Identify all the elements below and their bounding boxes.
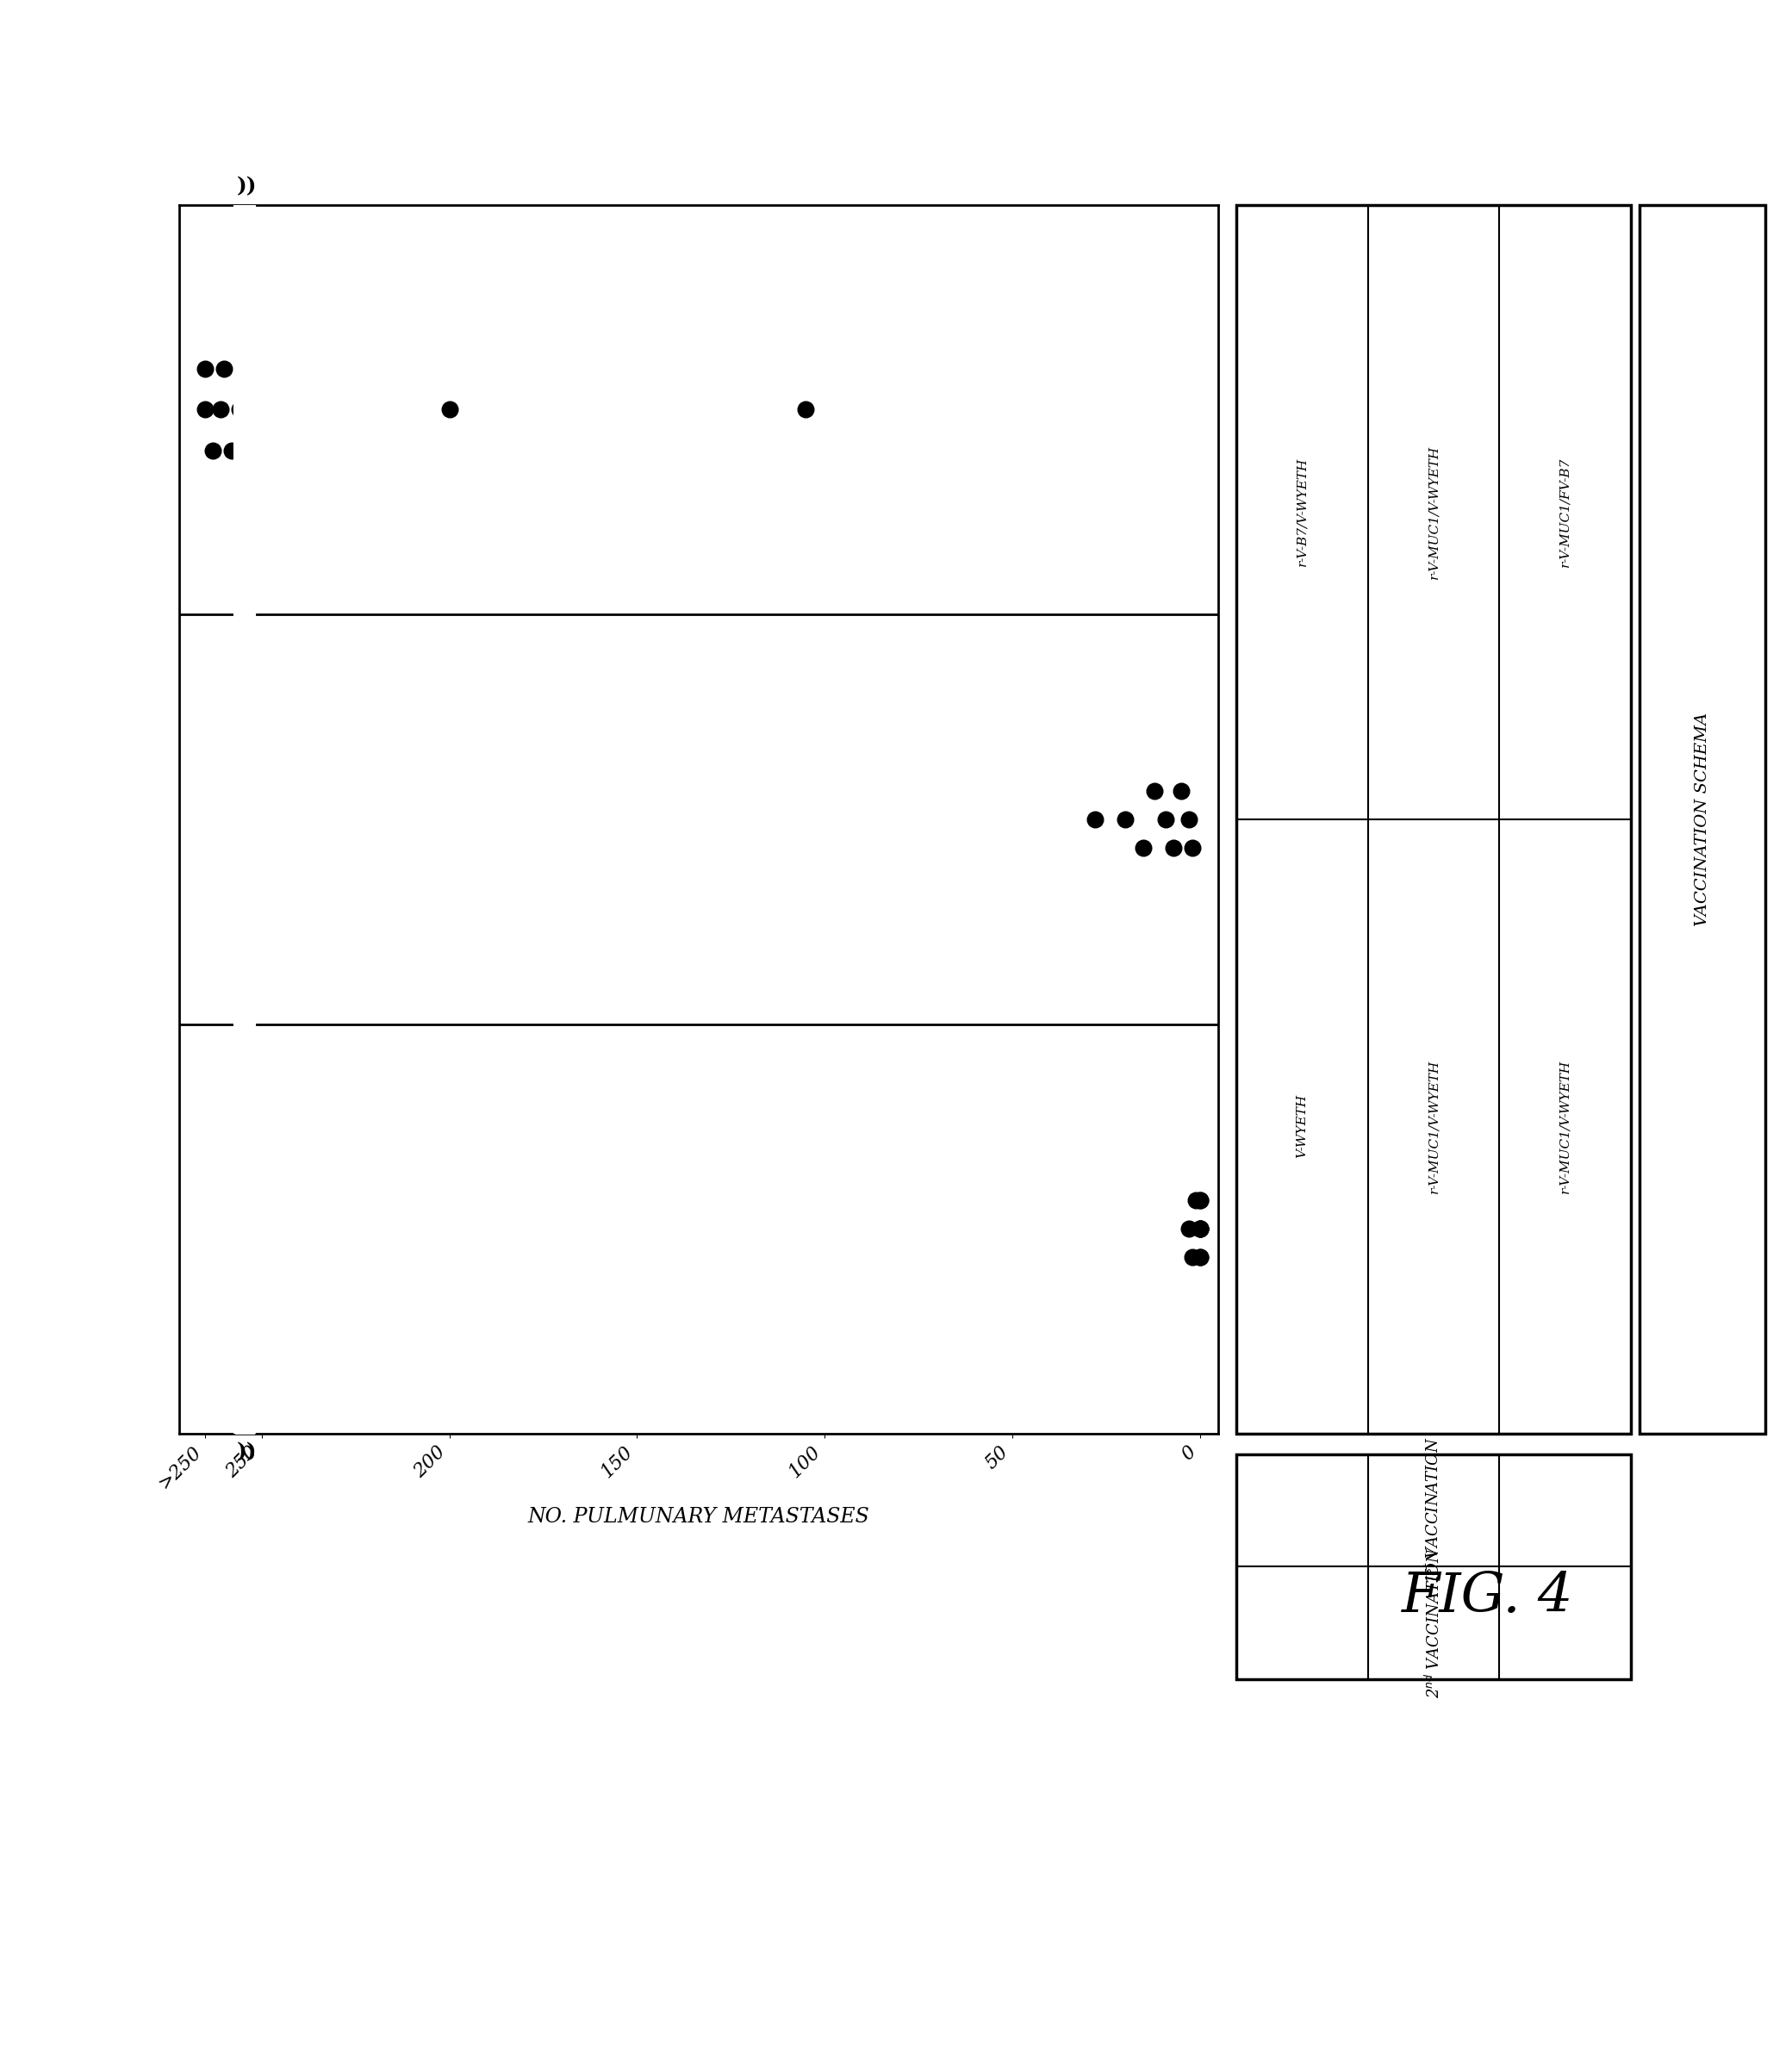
X-axis label: NO. PULMUNARY METASTASES: NO. PULMUNARY METASTASES [529,1507,869,1526]
Text: )): )) [237,1442,256,1462]
Point [1186,1212,1215,1245]
Text: r-V-MUC1/V-WYETH: r-V-MUC1/V-WYETH [1559,1059,1572,1194]
Text: r-V-MUC1/V-WYETH: r-V-MUC1/V-WYETH [1428,1059,1439,1194]
Point [1186,1184,1215,1217]
Point [192,393,220,426]
Point [1186,1212,1215,1245]
Point [1177,831,1206,864]
Point [1186,1212,1215,1245]
Point [1186,1241,1215,1274]
Text: r-V-MUC1/FV-B7: r-V-MUC1/FV-B7 [1559,457,1572,567]
Point [1186,1212,1215,1245]
Point [217,434,246,467]
Point [1186,1184,1215,1217]
Point [1081,803,1109,836]
Point [199,434,228,467]
Point [1159,831,1188,864]
Point [192,352,220,385]
Text: 1$^{st}$ VACCINATION: 1$^{st}$ VACCINATION [1425,1438,1443,1583]
Text: FIG. 4: FIG. 4 [1401,1571,1573,1624]
Point [1186,1241,1215,1274]
Point [210,352,238,385]
Point [206,393,235,426]
Point [1177,1241,1206,1274]
Point [435,393,464,426]
Text: )): )) [237,176,256,197]
Point [226,393,254,426]
Point [1111,803,1140,836]
Text: VACCINATION SCHEMA: VACCINATION SCHEMA [1695,713,1710,926]
Text: r-V-MUC1/V-WYETH: r-V-MUC1/V-WYETH [1428,444,1439,580]
Point [1152,803,1181,836]
Point [1167,774,1195,807]
Point [1140,774,1168,807]
Point [1174,1212,1202,1245]
Text: r-V-B7/V-WYETH: r-V-B7/V-WYETH [1296,457,1308,567]
Point [1174,803,1202,836]
Text: V-WYETH: V-WYETH [1296,1094,1308,1159]
Text: 2$^{nd}$ VACCINATION: 2$^{nd}$ VACCINATION [1425,1548,1443,1698]
Point [1129,831,1158,864]
Point [792,393,821,426]
Point [1181,1184,1210,1217]
